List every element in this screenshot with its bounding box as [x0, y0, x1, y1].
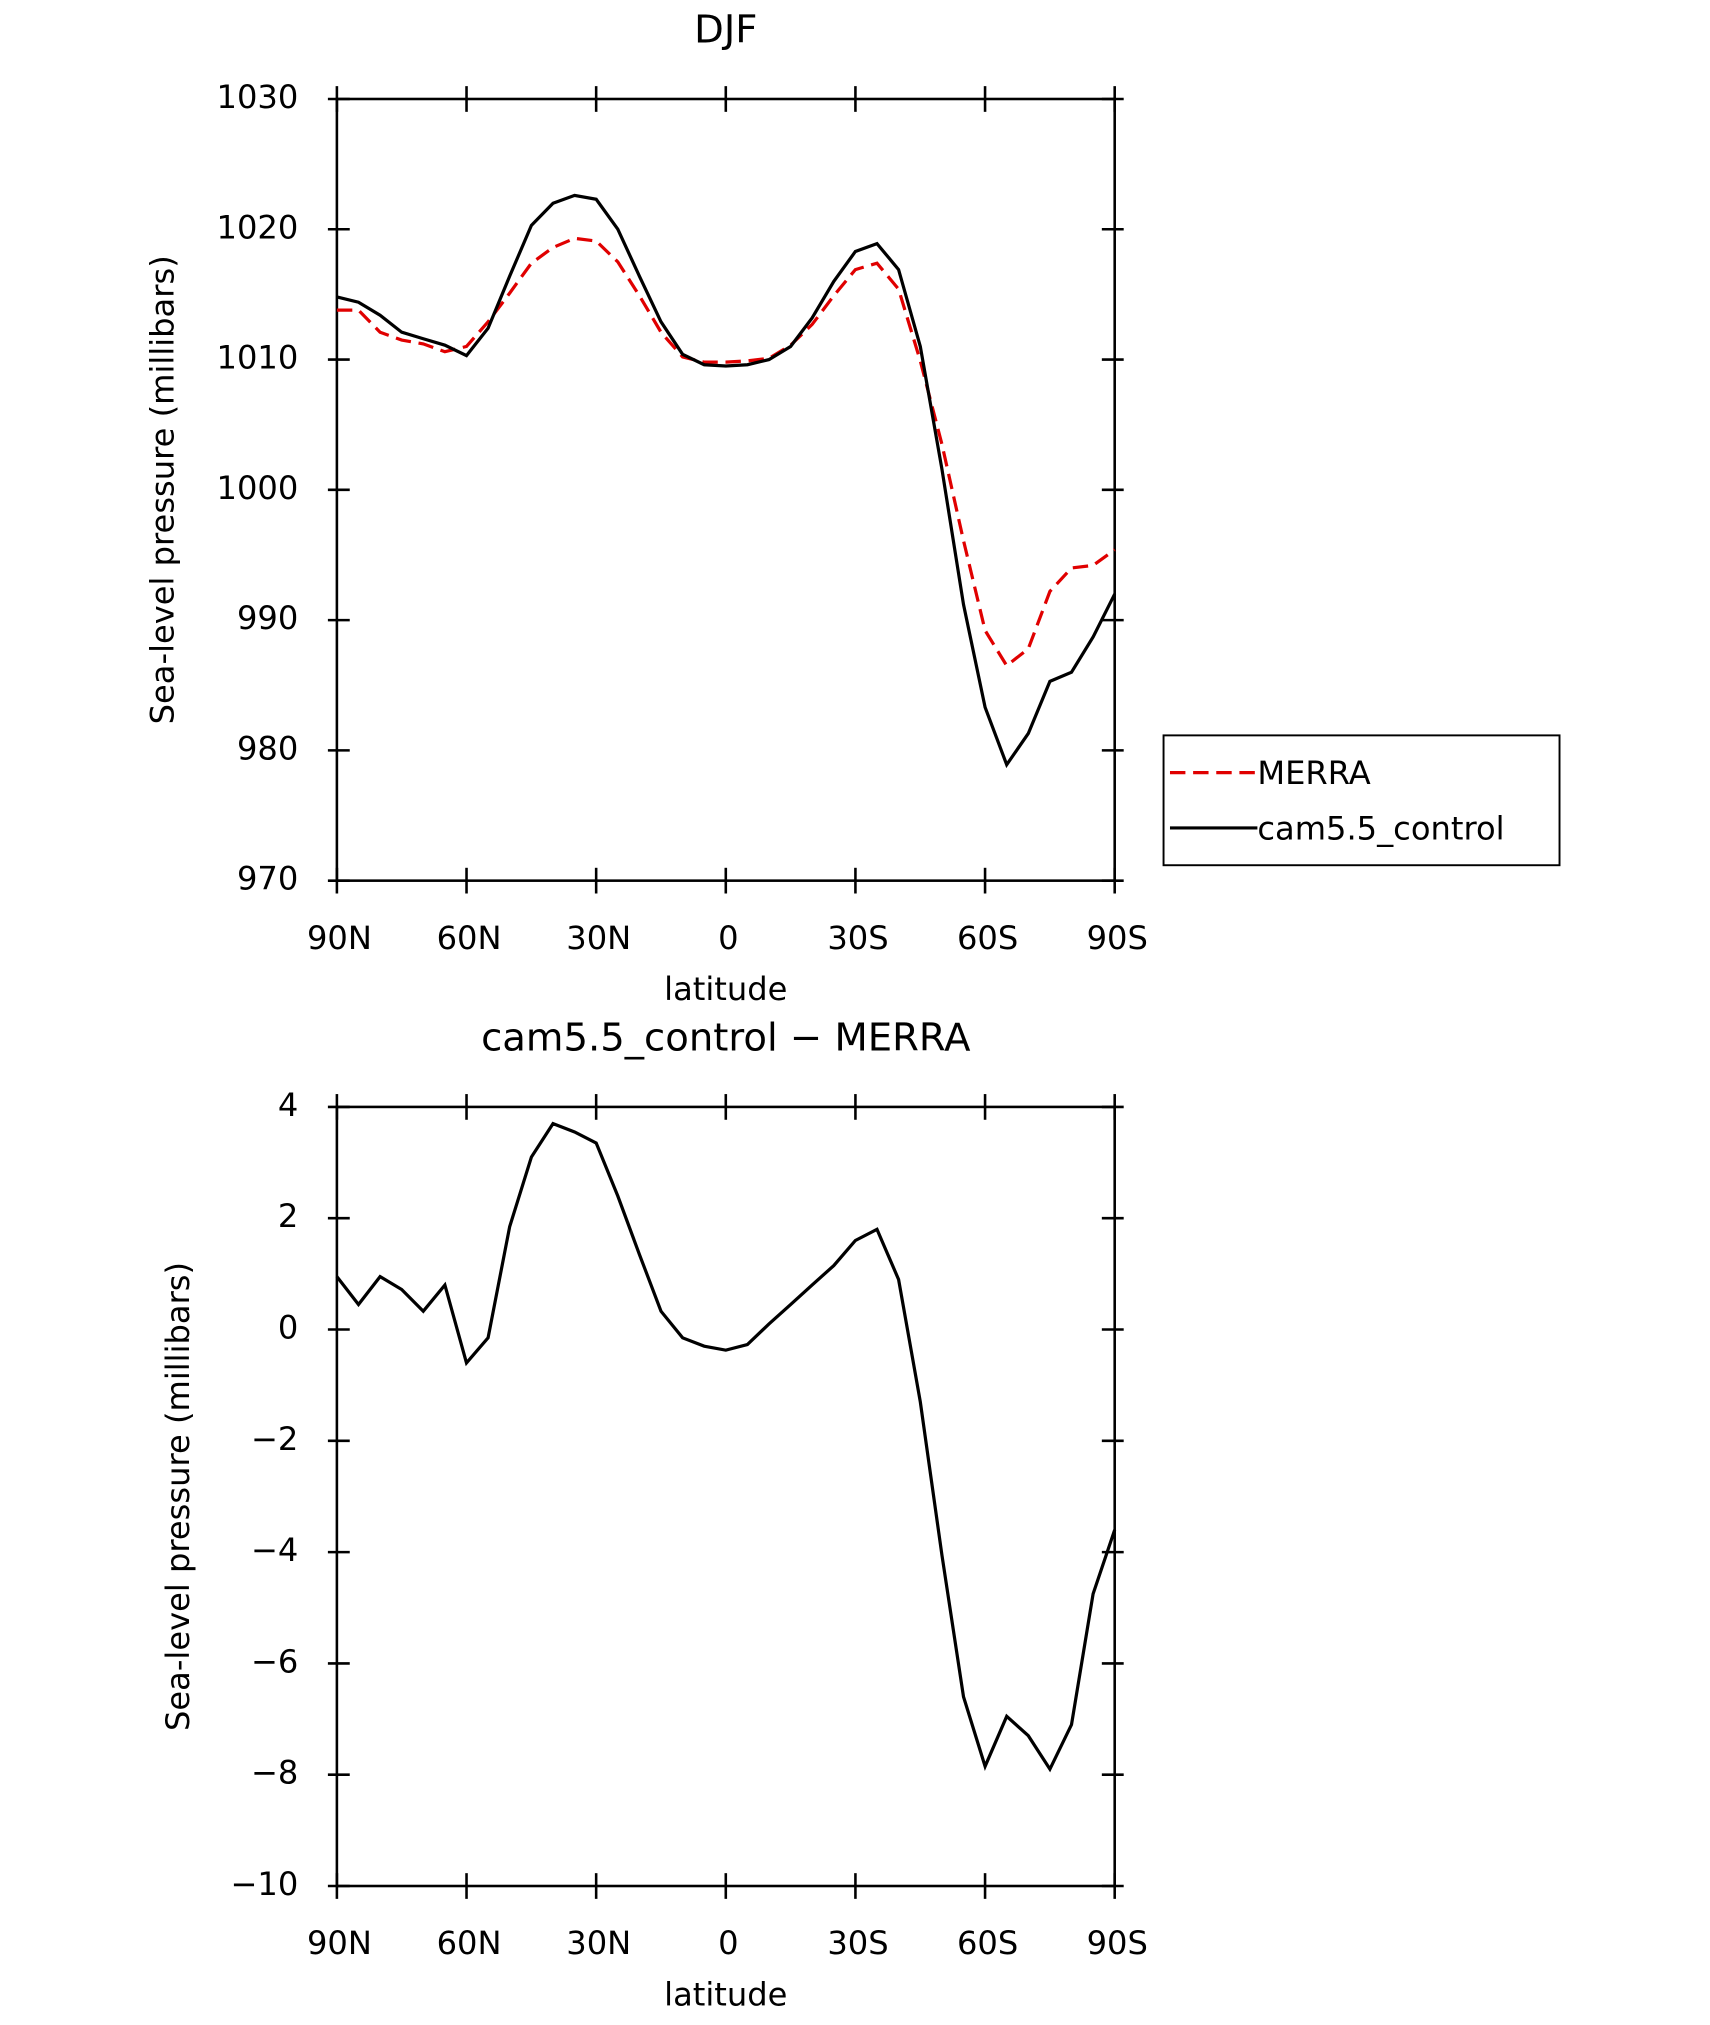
- x-tick-label: 90N: [307, 919, 372, 957]
- plot-frame: [335, 1105, 1116, 1888]
- x-tick-label: 30S: [827, 1924, 888, 1962]
- y-tick-label: 980: [237, 729, 298, 767]
- y-tick-label: 1010: [217, 339, 299, 377]
- y-axis-label: Sea-level pressure (millibars): [159, 1262, 197, 1731]
- y-tick-label: 4: [278, 1086, 298, 1124]
- x-tick-label: 0: [718, 919, 738, 957]
- y-tick-label: 1000: [217, 469, 299, 507]
- plot-frame: [335, 97, 1116, 882]
- x-tick-label: 90N: [307, 1924, 372, 1962]
- y-tick-label: 990: [237, 599, 298, 637]
- series-line: [336, 193, 1117, 769]
- series-line: [335, 1121, 1117, 1773]
- chart-title: DJF: [694, 8, 757, 53]
- legend-box: [1162, 734, 1561, 867]
- legend-label: MERRA: [1257, 754, 1370, 792]
- legend-label: cam5.5_control: [1257, 810, 1504, 848]
- y-tick-label: −6: [251, 1642, 298, 1680]
- y-tick-label: 0: [278, 1309, 298, 1347]
- y-tick-label: 1030: [217, 78, 299, 116]
- y-tick-label: −2: [251, 1420, 298, 1458]
- x-tick-label: 30N: [566, 1924, 631, 1962]
- series-line: [336, 236, 1116, 669]
- y-tick-label: −8: [251, 1754, 298, 1792]
- y-tick-label: −4: [251, 1531, 298, 1569]
- x-tick-label: 0: [718, 1924, 738, 1962]
- x-tick-label: 90S: [1087, 1924, 1148, 1962]
- x-tick-label: 30N: [566, 919, 631, 957]
- x-tick-label: 60S: [957, 1924, 1018, 1962]
- y-tick-label: 1020: [217, 208, 299, 246]
- x-tick-label: 30S: [827, 919, 888, 957]
- x-tick-label: 90S: [1087, 919, 1148, 957]
- y-tick-label: −10: [231, 1865, 299, 1903]
- y-axis-label: Sea-level pressure (millibars): [144, 255, 182, 724]
- chart-title: cam5.5_control − MERRA: [481, 1016, 971, 1061]
- x-tick-label: 60S: [957, 919, 1018, 957]
- x-tick-label: 60N: [437, 1924, 502, 1962]
- x-axis-label: latitude: [664, 970, 787, 1008]
- y-tick-label: 2: [278, 1197, 298, 1235]
- x-tick-label: 60N: [437, 919, 502, 957]
- y-tick-label: 970: [237, 860, 298, 898]
- x-axis-label: latitude: [664, 1976, 787, 2014]
